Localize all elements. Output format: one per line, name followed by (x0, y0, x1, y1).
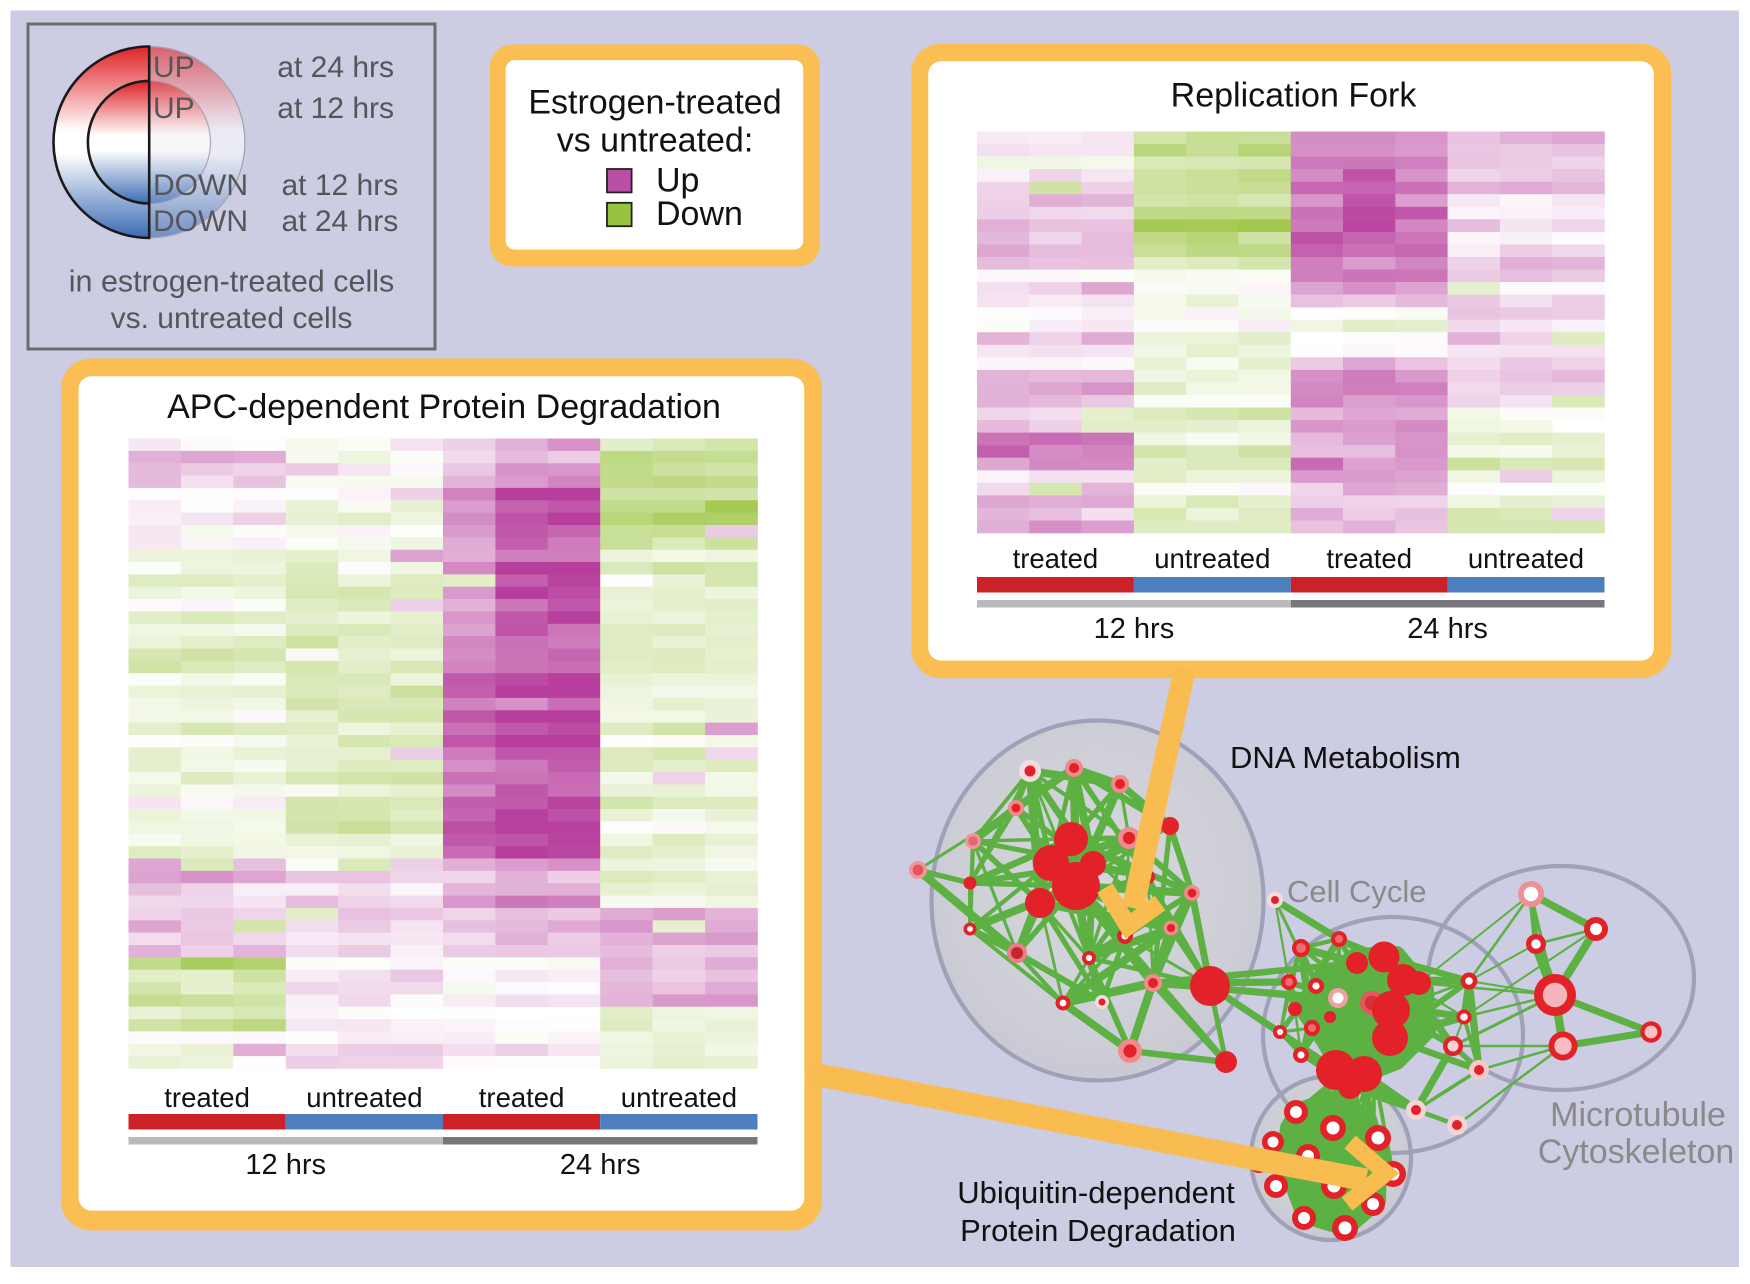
svg-text:treated: treated (164, 1082, 250, 1113)
svg-text:DOWN: DOWN (153, 205, 248, 238)
svg-text:untreated: untreated (1154, 543, 1270, 574)
svg-text:DOWN: DOWN (153, 169, 248, 202)
svg-text:at 12 hrs: at 12 hrs (277, 92, 394, 125)
svg-text:Estrogen-treated: Estrogen-treated (528, 84, 781, 122)
svg-text:in estrogen-treated cells: in estrogen-treated cells (69, 264, 395, 298)
svg-text:12 hrs: 12 hrs (1094, 613, 1175, 645)
svg-text:APC-dependent Protein Degradat: APC-dependent Protein Degradation (167, 388, 721, 426)
svg-text:24 hrs: 24 hrs (560, 1149, 641, 1181)
svg-text:at 24 hrs: at 24 hrs (277, 51, 394, 84)
svg-text:at 24 hrs: at 24 hrs (282, 205, 399, 238)
svg-text:UP: UP (153, 51, 195, 84)
svg-text:vs untreated:: vs untreated: (557, 122, 754, 160)
svg-text:vs. untreated cells: vs. untreated cells (111, 302, 353, 335)
svg-text:Protein Degradation: Protein Degradation (960, 1213, 1236, 1248)
svg-text:treated: treated (479, 1082, 565, 1113)
svg-text:12 hrs: 12 hrs (245, 1149, 326, 1181)
svg-text:Cytoskeleton: Cytoskeleton (1538, 1133, 1735, 1171)
svg-text:treated: treated (1013, 543, 1099, 574)
svg-text:treated: treated (1326, 543, 1412, 574)
svg-text:Replication Fork: Replication Fork (1171, 77, 1418, 115)
svg-text:untreated: untreated (621, 1082, 737, 1113)
svg-text:at 12 hrs: at 12 hrs (282, 169, 399, 202)
svg-text:untreated: untreated (1468, 543, 1584, 574)
svg-text:Cell Cycle: Cell Cycle (1287, 874, 1427, 909)
svg-text:DNA Metabolism: DNA Metabolism (1230, 740, 1461, 775)
svg-text:untreated: untreated (306, 1082, 422, 1113)
svg-text:Ubiquitin-dependent: Ubiquitin-dependent (957, 1175, 1235, 1210)
svg-text:UP: UP (153, 92, 195, 125)
svg-text:24 hrs: 24 hrs (1407, 613, 1488, 645)
svg-text:Down: Down (656, 195, 743, 233)
svg-text:Up: Up (656, 162, 699, 200)
svg-text:Microtubule: Microtubule (1550, 1096, 1726, 1134)
